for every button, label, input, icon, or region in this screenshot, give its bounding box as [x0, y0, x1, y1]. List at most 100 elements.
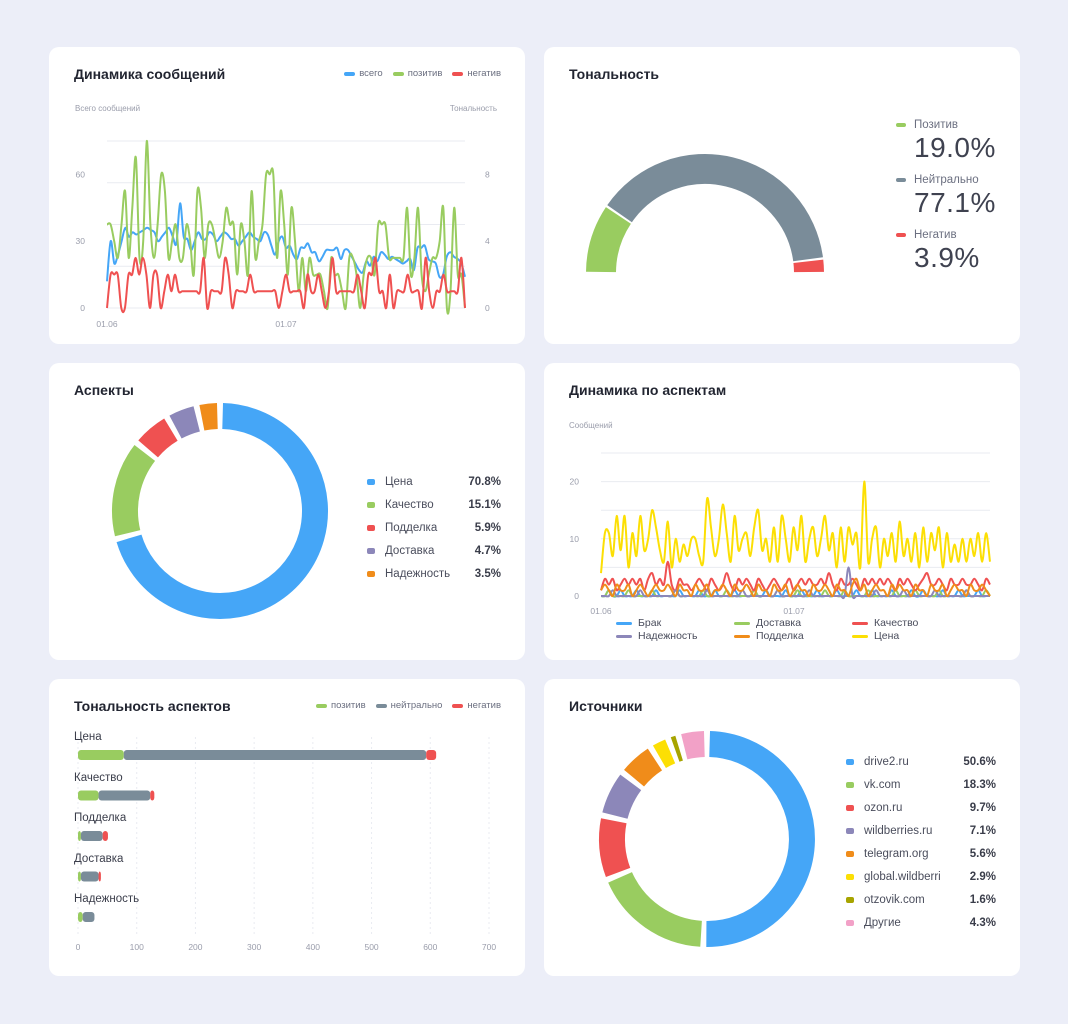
donut-segment-Подделка [138, 418, 179, 458]
bar-segment-негатив [426, 750, 437, 760]
x-tick-label: 200 [188, 942, 202, 952]
bar-segment-позитив [78, 750, 124, 760]
legend-swatch [896, 233, 906, 237]
legend-label: Подделка [756, 630, 804, 642]
legend-value: 18.3% [963, 778, 996, 791]
legend-item[interactable]: Надежность [616, 630, 734, 642]
legend-row[interactable]: Цена 70.8% [367, 470, 501, 493]
x-tick-label: 0 [76, 942, 81, 952]
legend-label: telegram.org [864, 847, 929, 860]
legend-swatch [734, 621, 750, 625]
donut-segment-telegram.org [624, 748, 663, 787]
legend-value: 5.9% [474, 521, 501, 534]
legend-item-negative[interactable]: негатив [452, 700, 501, 711]
y-left-tick-label: 0 [80, 303, 85, 313]
legend-swatch [344, 71, 356, 76]
legend-label: Качество [385, 498, 434, 511]
legend-value: 70.8% [468, 475, 501, 488]
legend-row[interactable]: otzovik.com 1.6% [846, 888, 996, 911]
card-aspects: Аспекты Цена 70.8% Качество 15.1% Подделка 5.… [49, 363, 525, 660]
legend-swatch [315, 703, 327, 708]
legend-row[interactable]: vk.com 18.3% [846, 773, 996, 796]
card-message-dynamics: Динамика сообщений всего позитив негатив… [49, 47, 525, 344]
legend-label: Качество [874, 617, 919, 629]
legend-value: 1.6% [969, 893, 996, 906]
legend-value: 50.6% [963, 755, 996, 768]
legend-value: 4.7% [474, 544, 501, 557]
legend-row[interactable]: Другие 4.3% [846, 911, 996, 934]
y-right-tick-label: 8 [485, 169, 490, 179]
legend-row[interactable]: Надежность 3.5% [367, 562, 501, 585]
legend-label: Негатив [914, 229, 957, 241]
legend-item[interactable]: Подделка [734, 630, 852, 642]
x-tick-label: 01.07 [783, 606, 805, 616]
legend-swatch [734, 634, 750, 638]
donut-segment-ozon.ru [599, 818, 631, 878]
legend-swatch [846, 758, 854, 765]
legend-label: Нейтрально [914, 174, 979, 186]
card-title: Динамика сообщений [74, 66, 226, 82]
legend-label: ozon.ru [864, 801, 903, 814]
message-dynamics-chart: 0 30 60 0 4 8 01.06 01.07 [76, 139, 490, 329]
legend-value: 3.9% [914, 242, 980, 273]
legend-swatch [367, 570, 375, 577]
bar-segment-нейтрально [98, 790, 151, 801]
donut-segment-otzovik.com [670, 735, 683, 762]
tonality-legend-negative: Негатив 3.9% [896, 229, 996, 274]
legend-item[interactable]: Доставка [734, 617, 852, 629]
legend-item-neutral[interactable]: нейтрально [375, 700, 442, 711]
bar-segment-негатив [102, 831, 108, 841]
legend-swatch [452, 71, 464, 76]
legend-label: global.wildberri [864, 870, 941, 883]
sources-donut-chart [599, 731, 815, 948]
legend-item[interactable]: Качество [852, 617, 952, 629]
x-tick-label: 01.06 [96, 319, 118, 329]
legend-value: 4.3% [969, 916, 996, 929]
legend-item-positive[interactable]: позитив [392, 68, 442, 79]
legend-item[interactable]: Цена [852, 630, 952, 642]
legend-value: 5.6% [969, 847, 996, 860]
bar-category-label: Качество [74, 771, 123, 784]
card-title: Аспекты [74, 382, 134, 398]
gauge-segment-Нейтрально [607, 154, 823, 262]
legend-row[interactable]: Качество 15.1% [367, 493, 501, 516]
bar-segment-нейтрально [123, 750, 427, 760]
donut-segment-drive2.ru [706, 731, 815, 948]
legend-row[interactable]: Доставка 4.7% [367, 539, 501, 562]
bar-segment-позитив [78, 871, 81, 882]
legend-swatch [846, 919, 854, 926]
legend-label: Подделка [385, 521, 438, 534]
x-tick-label: 300 [247, 942, 261, 952]
legend-swatch [367, 524, 375, 531]
card-title: Источники [569, 698, 643, 714]
legend-swatch [896, 178, 906, 182]
donut-segment-Надежность [199, 403, 218, 431]
legend-swatch [616, 621, 632, 625]
card-title: Тональность аспектов [74, 698, 231, 714]
legend-row[interactable]: drive2.ru 50.6% [846, 750, 996, 773]
legend-swatch [852, 634, 868, 638]
left-axis-caption: Всего сообщений [75, 104, 141, 113]
x-tick-label: 01.06 [590, 606, 612, 616]
legend-label: Цена [874, 630, 900, 642]
legend-label: Другие [864, 916, 901, 929]
x-tick-label: 01.07 [275, 319, 297, 329]
series-line-Цена [600, 480, 991, 574]
legend-label: Доставка [756, 617, 802, 629]
gauge-segment-Позитив [586, 207, 632, 273]
legend-item-positive[interactable]: позитив [315, 700, 366, 711]
x-tick-label: 100 [130, 942, 144, 952]
card-title: Тональность [569, 66, 660, 82]
y-right-tick-label: 0 [485, 303, 490, 313]
legend-item-negative[interactable]: негатив [452, 68, 501, 79]
legend-item-all[interactable]: всего [344, 68, 383, 79]
card-aspect-dynamics: Динамика по аспектам Сообщений 0 10 20 01.0… [544, 363, 1020, 660]
legend-row[interactable]: global.wildberri 2.9% [846, 865, 996, 888]
x-tick-label: 400 [306, 942, 320, 952]
legend-row[interactable]: ozon.ru 9.7% [846, 796, 996, 819]
legend-row[interactable]: Подделка 5.9% [367, 516, 501, 539]
legend-item[interactable]: Брак [616, 617, 734, 629]
legend-row[interactable]: telegram.org 5.6% [846, 842, 996, 865]
legend-value: 77.1% [914, 187, 996, 218]
legend-row[interactable]: wildberries.ru 7.1% [846, 819, 996, 842]
